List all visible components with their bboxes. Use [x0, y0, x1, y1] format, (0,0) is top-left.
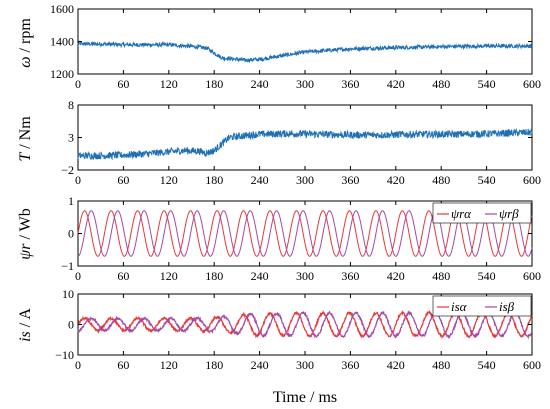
y-tick-label: 8 [68, 98, 74, 112]
x-tick-label: 60 [117, 269, 129, 283]
x-tick-label: 180 [205, 269, 223, 283]
y-tick-label: 1600 [50, 2, 74, 16]
y-tick-label: −2 [61, 163, 74, 177]
x-tick-label: 420 [387, 173, 405, 187]
x-tick-label: 480 [432, 173, 450, 187]
speed-series-line [77, 40, 533, 64]
x-tick-label: 180 [205, 77, 223, 91]
y-axis-label-current: is / A [17, 308, 34, 342]
y-tick-label: −10 [55, 348, 74, 362]
legend-entry: ψrβ [499, 206, 519, 221]
y-tick-label: 10 [62, 287, 74, 301]
x-tick-label: 120 [160, 358, 178, 372]
x-tick-label: 540 [478, 173, 496, 187]
plot-frame [77, 8, 533, 75]
x-tick-label: 360 [341, 269, 359, 283]
x-tick-label: 540 [478, 77, 496, 91]
x-tick-label: 360 [341, 173, 359, 187]
x-tick-label: 600 [523, 358, 541, 372]
x-tick-label: 600 [523, 173, 541, 187]
current-beta-series-line [77, 310, 533, 340]
y-tick-label: 1400 [50, 35, 74, 49]
x-tick-label: 240 [251, 269, 269, 283]
x-tick-label: 360 [341, 358, 359, 372]
x-tick-label: 0 [75, 173, 81, 187]
x-tick-label: 240 [251, 173, 269, 187]
x-tick-label: 0 [75, 269, 81, 283]
x-tick-label: 120 [160, 77, 178, 91]
x-tick-label: 540 [478, 269, 496, 283]
x-tick-label: 120 [160, 269, 178, 283]
x-tick-label: 0 [75, 77, 81, 91]
x-tick-label: 480 [432, 77, 450, 91]
x-tick-label: 360 [341, 77, 359, 91]
x-tick-label: 120 [160, 173, 178, 187]
y-axis-label-torque: T / Nm [17, 116, 34, 162]
plot-frame [77, 104, 533, 171]
x-tick-label: 600 [523, 77, 541, 91]
x-tick-label: 600 [523, 269, 541, 283]
y-axis-label-speed: ω / rpm [17, 18, 34, 68]
legend-flux: ψrα ψrβ [432, 202, 532, 224]
x-tick-label: 300 [296, 173, 314, 187]
legend-current: isα isβ [432, 295, 532, 317]
panel-speed: 0 60 120 180 240 300 360 420 480 540 600 1200 1400 1… [17, 2, 541, 91]
x-tick-label: 60 [117, 173, 129, 187]
x-tick-label: 480 [432, 358, 450, 372]
y-tick-label: 3 [68, 131, 74, 145]
y-axis-label-flux: ψr / Wb [17, 208, 34, 259]
flux-beta-series-line [77, 210, 533, 257]
x-tick-label: 60 [117, 77, 129, 91]
x-tick-label: 420 [387, 77, 405, 91]
y-tick-label: 0 [68, 318, 74, 332]
legend-box [432, 295, 532, 317]
y-tick-label: −1 [61, 259, 74, 273]
legend-entry: isβ [499, 299, 515, 314]
x-tick-label: 240 [251, 358, 269, 372]
x-tick-label: 480 [432, 269, 450, 283]
x-tick-label: 180 [205, 358, 223, 372]
y-tick-label: 1 [68, 194, 74, 208]
legend-entry: ψrα [451, 206, 472, 221]
x-tick-label: 300 [296, 77, 314, 91]
x-tick-label: 180 [205, 173, 223, 187]
x-tick-label: 540 [478, 358, 496, 372]
x-tick-label: 240 [251, 77, 269, 91]
panel-torque: 0 60 120 180 240 300 360 420 480 540 600 −2 3 8 T / … [17, 98, 541, 187]
x-axis-label: Time / ms [273, 389, 337, 406]
torque-series-line [77, 127, 533, 161]
x-tick-label: 0 [75, 358, 81, 372]
panel-rotor-flux: 0 60 120 180 240 300 360 420 480 540 600 −101 ψrα ψ… [17, 194, 541, 283]
x-tick-label: 300 [296, 269, 314, 283]
y-tick-label: 0 [68, 227, 74, 241]
x-tick-label: 60 [117, 358, 129, 372]
x-tick-label: 420 [387, 269, 405, 283]
legend-entry: isα [451, 299, 468, 314]
y-tick-label: 1200 [50, 67, 74, 81]
x-tick-label: 300 [296, 358, 314, 372]
legend-box [432, 202, 532, 224]
x-tick-label: 420 [387, 358, 405, 372]
